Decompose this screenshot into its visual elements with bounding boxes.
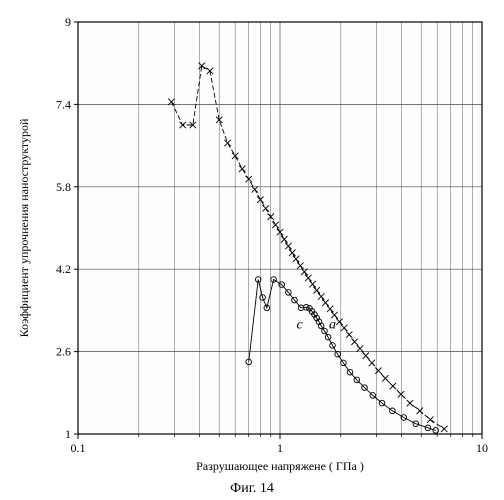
xaxis-label: Разрушающее напряжене ( ГПа ) (196, 459, 364, 473)
ytick-label: 9 (65, 15, 71, 29)
series-annot-a: a (329, 317, 336, 332)
ytick-label: 4.2 (56, 262, 71, 276)
yaxis-label: Коэффициент упрочнения наноструктурой (17, 118, 31, 337)
ytick-label: 2.6 (56, 345, 71, 359)
xtick-label: 10 (476, 441, 488, 455)
xtick-label: 1 (277, 441, 283, 455)
xtick-label: 0.1 (71, 441, 86, 455)
ytick-label: 7.4 (56, 97, 71, 111)
ytick-label: 1 (65, 427, 71, 441)
figure-caption: Фиг. 14 (230, 481, 274, 496)
ytick-label: 5.8 (56, 180, 71, 194)
series-annot-c: c (296, 317, 303, 332)
chart-figure: 12.64.25.87.490.1110caРазрушающее напряж… (0, 0, 504, 500)
